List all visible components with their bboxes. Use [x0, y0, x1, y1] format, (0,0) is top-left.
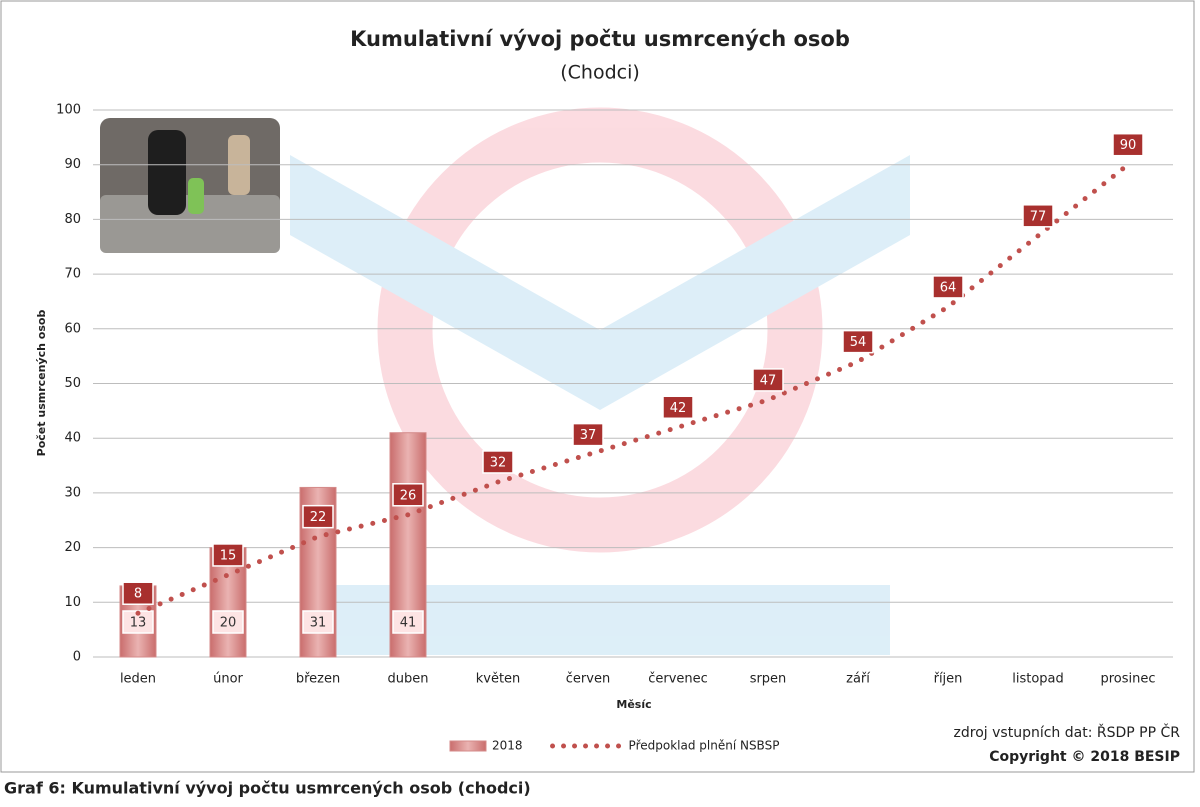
y-tick-label: 10	[64, 595, 81, 610]
x-tick-label: listopad	[1012, 672, 1064, 687]
data-label-box	[572, 422, 604, 447]
y-tick-label: 0	[73, 650, 81, 665]
data-label-box	[302, 504, 334, 529]
data-label-box	[392, 610, 424, 634]
caption: Graf 6: Kumulativní vývoj počtu usmrcený…	[4, 779, 531, 798]
data-label-box	[662, 395, 694, 420]
x-tick-label: únor	[213, 672, 243, 687]
x-tick-label: červenec	[648, 672, 708, 687]
data-label-box	[212, 543, 244, 567]
x-axis-title: Měsíc	[616, 698, 651, 711]
data-label-box	[212, 610, 244, 634]
x-tick-label: červen	[566, 672, 610, 687]
chart-subtitle: (Chodci)	[560, 62, 640, 84]
x-tick-label: říjen	[934, 672, 963, 687]
data-label: 26	[400, 488, 417, 503]
data-label: 32	[490, 455, 507, 470]
source: zdroj vstupních dat: ŘSDP PP ČR	[954, 723, 1181, 741]
data-label: 22	[310, 510, 327, 525]
x-tick-label: duben	[388, 672, 429, 687]
y-tick-label: 40	[64, 431, 81, 446]
data-label: 77	[1030, 209, 1047, 224]
y-tick-label: 20	[64, 540, 81, 555]
legend-label: 2018	[492, 739, 523, 753]
x-tick-label: srpen	[750, 672, 787, 687]
photo	[100, 118, 280, 253]
watermark	[290, 107, 910, 655]
y-tick-label: 100	[56, 103, 81, 118]
y-tick-label: 90	[64, 157, 81, 172]
x-tick-label: leden	[120, 672, 156, 687]
x-tick-label: květen	[476, 672, 521, 687]
legend-swatch	[449, 740, 487, 752]
data-label: 37	[580, 428, 597, 443]
data-label-box	[932, 275, 964, 299]
data-label: 31	[310, 616, 327, 631]
data-label-box	[1022, 204, 1054, 228]
data-label: 20	[220, 616, 237, 631]
data-label: 64	[940, 280, 957, 295]
data-label: 8	[134, 587, 142, 602]
y-tick-label: 60	[64, 321, 81, 336]
data-label: 47	[760, 373, 777, 388]
data-label-box	[842, 329, 874, 354]
data-label-box	[752, 368, 784, 392]
copyright: Copyright © 2018 BESIP	[989, 749, 1180, 765]
data-label: 13	[130, 616, 147, 631]
y-axis-title: Počet usmrcených osob	[35, 310, 48, 457]
data-label: 41	[400, 616, 417, 631]
data-label-box	[392, 483, 424, 507]
x-tick-label: září	[846, 672, 870, 687]
data-label: 15	[220, 548, 237, 563]
data-label-box	[122, 581, 154, 605]
data-label: 90	[1120, 138, 1137, 153]
legend-label: Předpoklad plnění NSBSP	[629, 739, 780, 753]
y-tick-label: 50	[64, 376, 81, 391]
y-tick-label: 80	[64, 212, 81, 227]
chart-title: Kumulativní vývoj počtu usmrcených osob	[350, 27, 850, 51]
x-tick-label: březen	[296, 672, 340, 687]
data-label-box	[1112, 132, 1144, 157]
x-tick-label: prosinec	[1100, 672, 1155, 687]
data-label-box	[482, 450, 514, 474]
y-tick-label: 70	[64, 267, 81, 282]
y-tick-label: 30	[64, 485, 81, 500]
data-label-box	[302, 610, 334, 634]
data-label: 42	[670, 401, 687, 416]
data-label: 54	[850, 335, 867, 350]
